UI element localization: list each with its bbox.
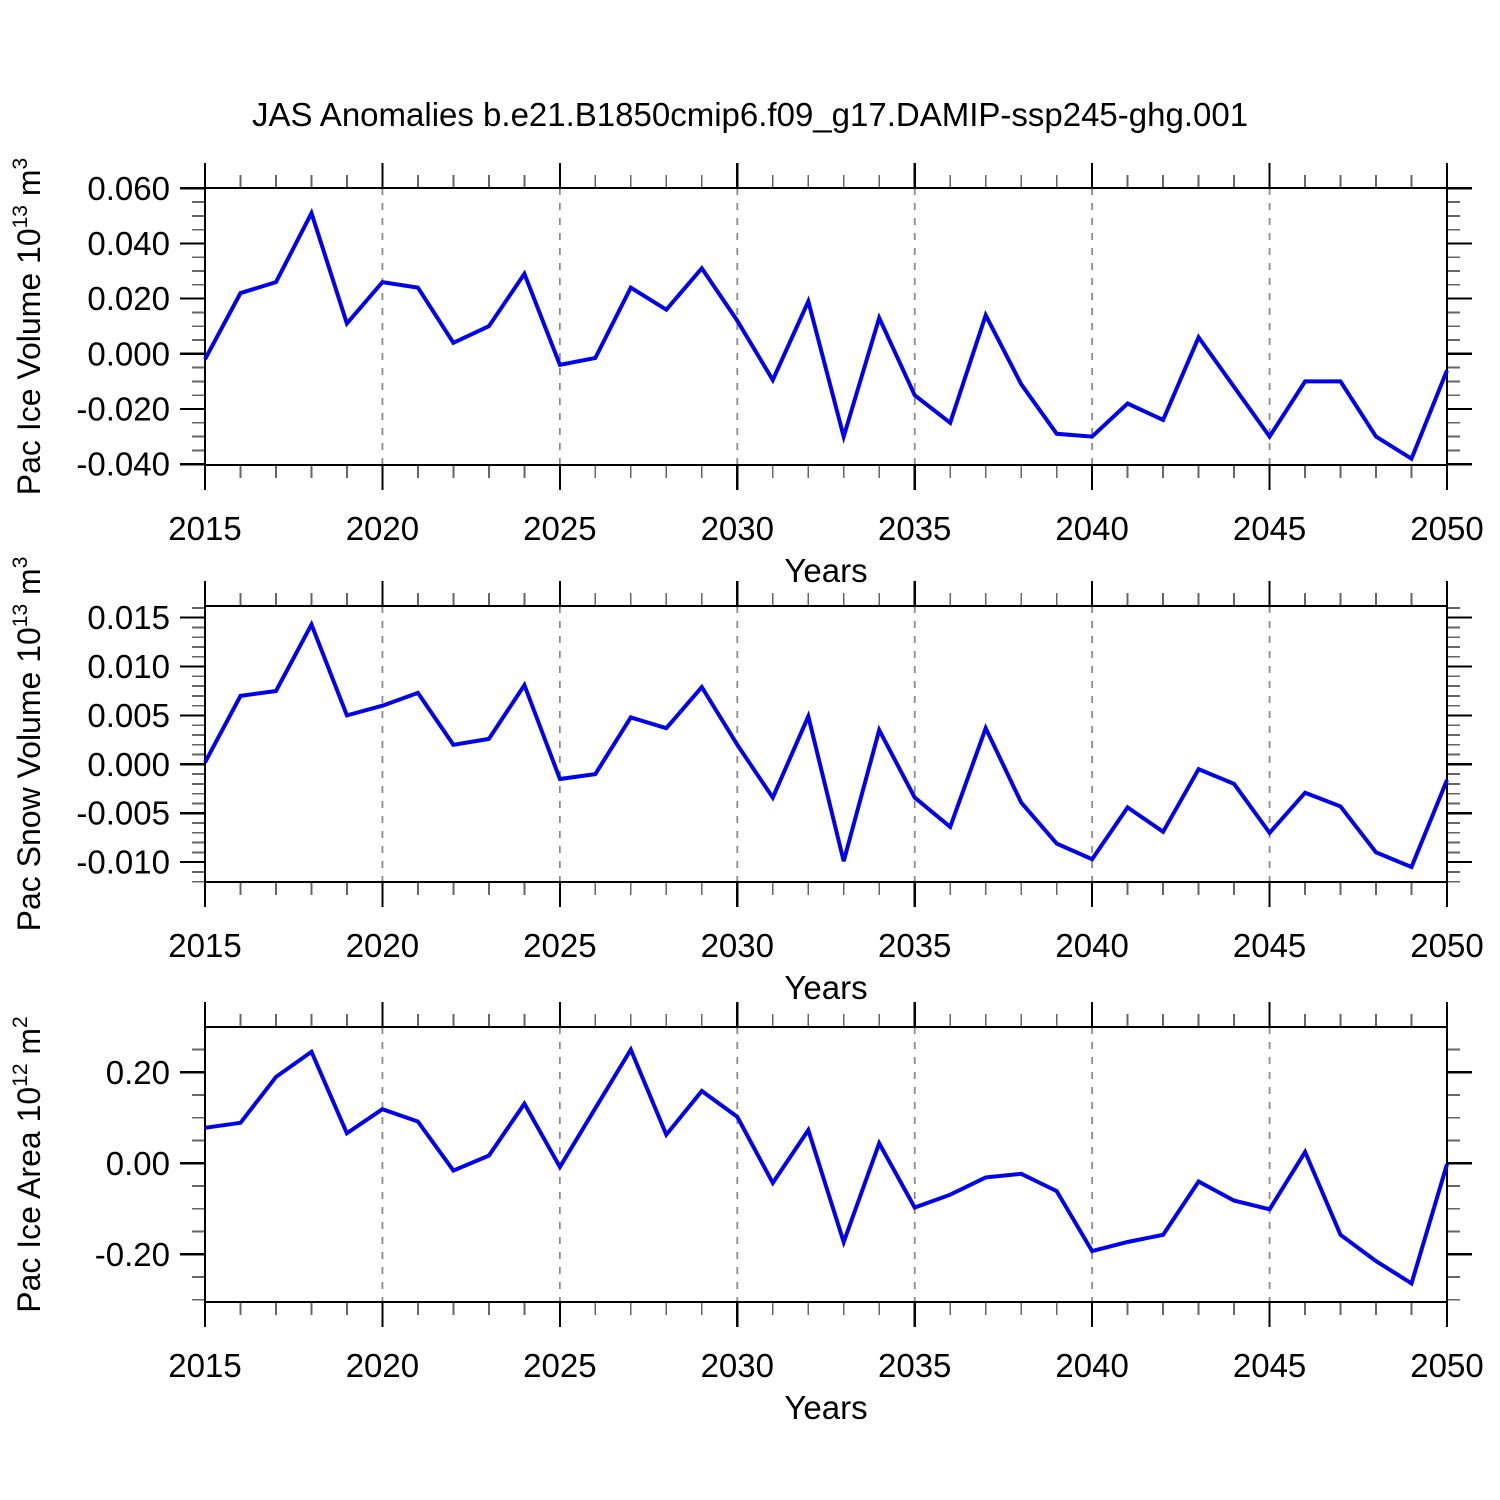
plot-border (203, 186, 1449, 467)
x-tick-label: 2020 (346, 1347, 419, 1384)
x-tick-label: 2035 (878, 927, 951, 964)
x-axis-ticks (203, 163, 1449, 490)
x-gridlines (381, 1027, 1271, 1302)
y-tick-label: 0.010 (87, 648, 170, 685)
y-axis-title: Pac Snow Volume 1013 m3 (9, 557, 47, 932)
x-axis-ticks (203, 1002, 1449, 1327)
y-axis-title: Pac Ice Volume 1013 m3 (9, 158, 47, 495)
y-tick-label: -0.040 (76, 446, 170, 483)
x-gridlines (381, 606, 1271, 882)
x-axis-title: Years (784, 552, 867, 589)
x-tick-label: 2050 (1410, 1347, 1483, 1384)
y-tick-label: 0.015 (87, 599, 170, 636)
x-tick-label: 2050 (1410, 927, 1483, 964)
y-tick-label: -0.20 (95, 1236, 170, 1273)
series-line (203, 207, 1449, 462)
series-line (203, 619, 1449, 870)
y-tick-label: 0.005 (87, 697, 170, 734)
y-axis-ticks (180, 1048, 1472, 1301)
x-tick-label: 2015 (168, 1347, 241, 1384)
plot-border (203, 1025, 1449, 1304)
panel-1: 0.060 0.040 0.020 0.000 -0.020 -0.040 2015 2020… (9, 158, 1484, 589)
x-tick-label: 2020 (346, 510, 419, 547)
y-tick-labels: 0.20 0.00 -0.20 (95, 1054, 170, 1273)
x-tick-label: 2045 (1233, 510, 1306, 547)
y-tick-label: 0.20 (106, 1054, 170, 1091)
x-axis-title: Years (784, 969, 867, 1006)
x-tick-label: 2030 (701, 1347, 774, 1384)
figure-title: JAS Anomalies b.e21.B1850cmip6.f09_g17.D… (251, 96, 1249, 133)
y-axis-ticks (180, 606, 1472, 883)
x-tick-label: 2040 (1055, 510, 1128, 547)
y-axis-title: Pac Ice Area 1012 m2 (9, 1016, 47, 1313)
y-tick-labels: 0.060 0.040 0.020 0.000 -0.020 -0.040 (76, 170, 170, 483)
y-axis-ticks (180, 187, 1472, 466)
y-tick-label: 0.000 (87, 335, 170, 372)
x-tick-label: 2030 (701, 510, 774, 547)
x-tick-label: 2030 (701, 927, 774, 964)
x-tick-label: 2025 (523, 927, 596, 964)
y-tick-label: -0.020 (76, 390, 170, 427)
y-tick-label: -0.005 (76, 795, 170, 832)
x-tick-label: 2035 (878, 510, 951, 547)
x-tick-label: 2050 (1410, 510, 1483, 547)
y-tick-label: 0.00 (106, 1145, 170, 1182)
y-tick-label: 0.020 (87, 280, 170, 317)
x-gridlines (381, 188, 1271, 465)
y-tick-labels: 0.015 0.010 0.005 0.000 -0.005 -0.010 (76, 599, 170, 881)
x-tick-label: 2040 (1055, 927, 1128, 964)
panel-3: 0.20 0.00 -0.20 2015 2020 2025 2030 2035 2040 204… (9, 1002, 1484, 1426)
x-tick-label: 2025 (523, 1347, 596, 1384)
x-tick-labels: 2015 2020 2025 2030 2035 2040 2045 2050 (168, 510, 1483, 547)
plot-border (203, 604, 1449, 884)
y-tick-label: 0.000 (87, 746, 170, 783)
y-tick-label: 0.060 (87, 170, 170, 207)
y-tick-label: 0.040 (87, 225, 170, 262)
x-tick-label: 2015 (168, 510, 241, 547)
panel-2: 0.015 0.010 0.005 0.000 -0.005 -0.010 2015 2020… (9, 557, 1484, 1006)
x-tick-label: 2045 (1233, 1347, 1306, 1384)
x-tick-labels: 2015 2020 2025 2030 2035 2040 2045 2050 (168, 927, 1483, 964)
series-line (204, 1045, 1449, 1287)
x-tick-labels: 2015 2020 2025 2030 2035 2040 2045 2050 (168, 1347, 1483, 1384)
x-tick-label: 2035 (878, 1347, 951, 1384)
x-tick-label: 2020 (346, 927, 419, 964)
x-tick-label: 2015 (168, 927, 241, 964)
y-tick-label: -0.010 (76, 844, 170, 881)
x-axis-title: Years (784, 1389, 867, 1426)
x-tick-label: 2025 (523, 510, 596, 547)
x-tick-label: 2045 (1233, 927, 1306, 964)
x-axis-ticks (203, 581, 1449, 907)
x-tick-label: 2040 (1055, 1347, 1128, 1384)
